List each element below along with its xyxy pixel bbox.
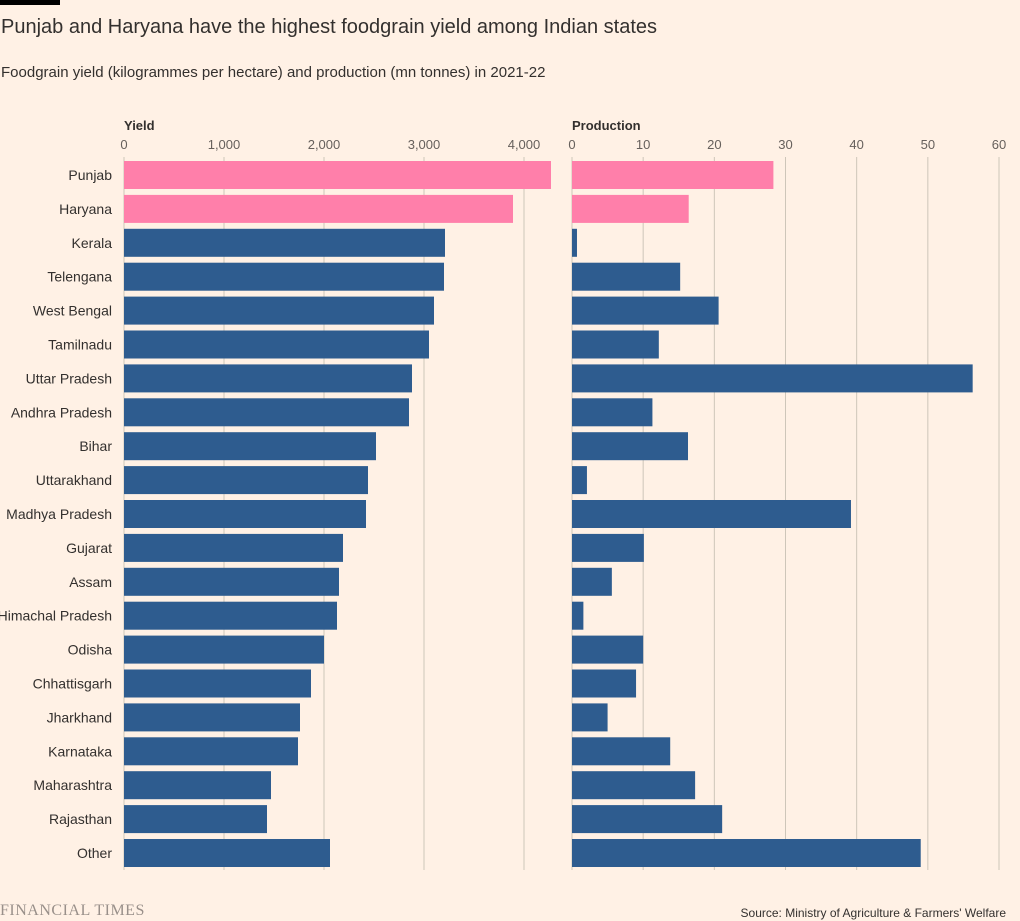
production-bar-uttarakhand (572, 466, 587, 495)
production-bar-odisha (572, 635, 644, 664)
production-bar-telengana (572, 262, 681, 291)
yield-tick-label: 3,000 (408, 137, 441, 152)
category-label: Tamilnadu (48, 337, 112, 353)
yield-tick-label: 0 (120, 137, 127, 152)
category-label: Jharkhand (47, 709, 112, 725)
production-bar-maharashtra (572, 771, 696, 800)
yield-bar-assam (124, 567, 339, 596)
yield-bar-tamilnadu (124, 330, 429, 359)
yield-tick-label: 2,000 (308, 137, 341, 152)
production-bar-bihar (572, 432, 689, 461)
yield-bar-gujarat (124, 533, 343, 562)
category-label: Assam (69, 574, 112, 590)
chart-subtitle: Foodgrain yield (kilogrammes per hectare… (1, 64, 546, 81)
production-tick-label: 0 (568, 137, 575, 152)
category-label: Rajasthan (49, 811, 112, 827)
yield-bar-telengana (124, 262, 444, 291)
yield-bar-andhra-pradesh (124, 398, 409, 427)
production-tick-label: 30 (778, 137, 792, 152)
yield-axis-title: Yield (124, 118, 155, 133)
production-bar-andhra-pradesh (572, 398, 653, 427)
category-label: Bihar (79, 438, 112, 454)
yield-bar-karnataka (124, 737, 298, 766)
yield-bar-rajasthan (124, 805, 267, 834)
production-bar-gujarat (572, 533, 644, 562)
yield-tick-label: 4,000 (508, 137, 541, 152)
production-bar-karnataka (572, 737, 671, 766)
production-bar-haryana (572, 194, 689, 223)
production-tick-label: 50 (921, 137, 935, 152)
category-label: Chhattisgarh (33, 676, 112, 692)
category-label: Other (77, 845, 112, 861)
production-bar-other (572, 839, 921, 867)
yield-bar-odisha (124, 635, 324, 664)
ft-logo: FINANCIAL TIMES (0, 902, 145, 919)
category-label: Telengana (47, 269, 112, 285)
production-bar-west-bengal (572, 296, 719, 325)
ft-brand-bar (0, 0, 60, 5)
yield-bar-other (124, 839, 330, 867)
yield-tick-label: 1,000 (208, 137, 241, 152)
production-bar-punjab (572, 161, 774, 189)
category-label: Uttarakhand (36, 472, 112, 488)
production-bar-himachal-pradesh (572, 601, 584, 630)
yield-bar-uttar-pradesh (124, 364, 412, 393)
category-label: Madhya Pradesh (6, 506, 112, 522)
production-bar-chhattisgarh (572, 669, 637, 698)
category-label: Punjab (68, 167, 112, 183)
yield-bar-bihar (124, 432, 376, 461)
yield-bar-kerala (124, 228, 445, 257)
yield-bar-punjab (124, 161, 551, 189)
production-bar-jharkhand (572, 703, 608, 732)
production-bar-rajasthan (572, 805, 723, 834)
production-bar-kerala (572, 228, 577, 257)
yield-bar-jharkhand (124, 703, 300, 732)
production-bar-uttar-pradesh (572, 364, 973, 393)
yield-bar-chhattisgarh (124, 669, 311, 698)
chart-title: Punjab and Haryana have the highest food… (1, 16, 658, 38)
category-label: Andhra Pradesh (11, 404, 112, 420)
yield-bar-maharashtra (124, 771, 271, 800)
production-tick-label: 60 (992, 137, 1006, 152)
category-label: Karnataka (48, 743, 112, 759)
yield-bar-himachal-pradesh (124, 601, 337, 630)
production-tick-label: 10 (636, 137, 650, 152)
category-label: Gujarat (66, 540, 112, 556)
production-tick-label: 40 (849, 137, 863, 152)
category-label: Himachal Pradesh (0, 608, 112, 624)
category-label: Uttar Pradesh (26, 370, 112, 386)
source-note: Source: Ministry of Agriculture & Farmer… (740, 906, 1006, 920)
yield-bar-madhya-pradesh (124, 500, 366, 528)
production-axis-title: Production (572, 118, 641, 133)
production-bar-assam (572, 567, 612, 596)
production-bar-tamilnadu (572, 330, 659, 359)
production-bar-madhya-pradesh (572, 500, 851, 528)
category-label: Maharashtra (33, 777, 112, 793)
yield-bar-west-bengal (124, 296, 434, 325)
category-label: Kerala (72, 235, 113, 251)
yield-bar-haryana (124, 194, 513, 223)
category-label: Haryana (59, 201, 112, 217)
production-tick-label: 20 (707, 137, 721, 152)
category-label: Odisha (68, 642, 113, 658)
yield-bar-uttarakhand (124, 466, 368, 495)
category-label: West Bengal (33, 303, 112, 319)
